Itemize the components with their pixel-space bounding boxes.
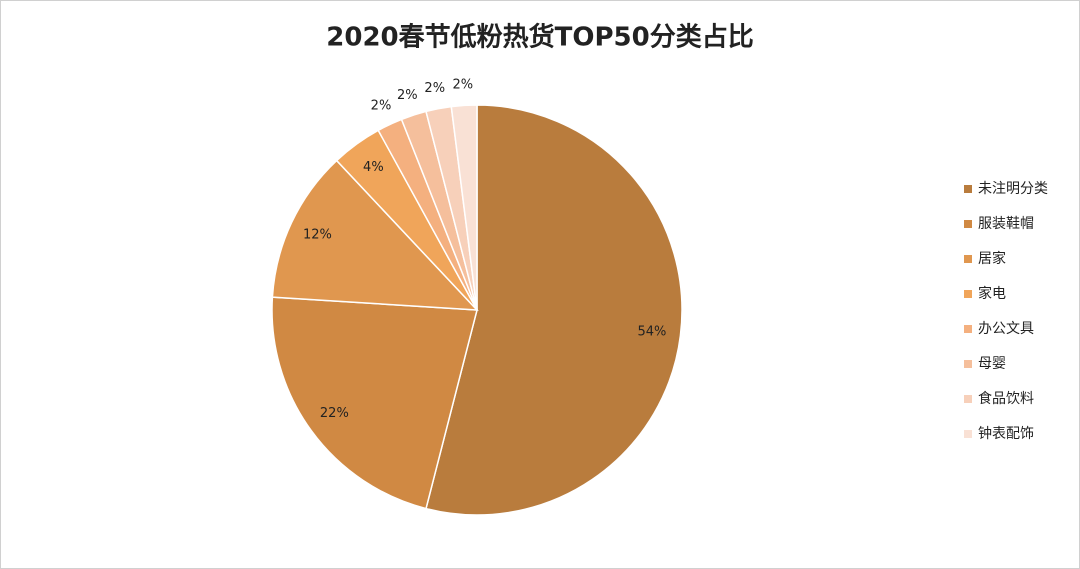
legend-label: 办公文具 xyxy=(978,321,1034,337)
legend-swatch xyxy=(964,395,972,403)
data-label: 2% xyxy=(397,88,418,103)
data-label: 2% xyxy=(424,81,445,96)
pie-slice xyxy=(425,104,683,516)
legend-swatch xyxy=(964,325,972,333)
legend-swatch xyxy=(964,220,972,228)
data-label: 54% xyxy=(637,325,666,340)
legend-label: 母婴 xyxy=(978,356,1006,372)
legend-label: 未注明分类 xyxy=(978,181,1048,197)
legend-label: 家电 xyxy=(978,285,1006,302)
legend-label: 食品饮料 xyxy=(978,390,1034,407)
legend-swatch xyxy=(964,290,972,298)
data-label: 12% xyxy=(303,227,332,242)
data-label: 22% xyxy=(320,406,349,421)
legend-label: 居家 xyxy=(978,250,1006,267)
pie-slice xyxy=(271,159,479,311)
legend-swatch xyxy=(964,430,972,438)
data-label: 2% xyxy=(453,77,474,92)
legend-swatch xyxy=(964,185,972,193)
data-label: 4% xyxy=(363,160,384,175)
legend-label: 钟表配饰 xyxy=(978,425,1034,442)
legend-swatch xyxy=(964,360,972,368)
chart-title: 2020春节低粉热货TOP50分类占比 xyxy=(326,22,753,53)
pie-slice xyxy=(271,296,478,510)
data-label: 2% xyxy=(371,98,392,113)
legend-swatch xyxy=(964,255,972,263)
legend-label: 服装鞋帽 xyxy=(978,216,1034,232)
pie-slice xyxy=(450,104,478,311)
